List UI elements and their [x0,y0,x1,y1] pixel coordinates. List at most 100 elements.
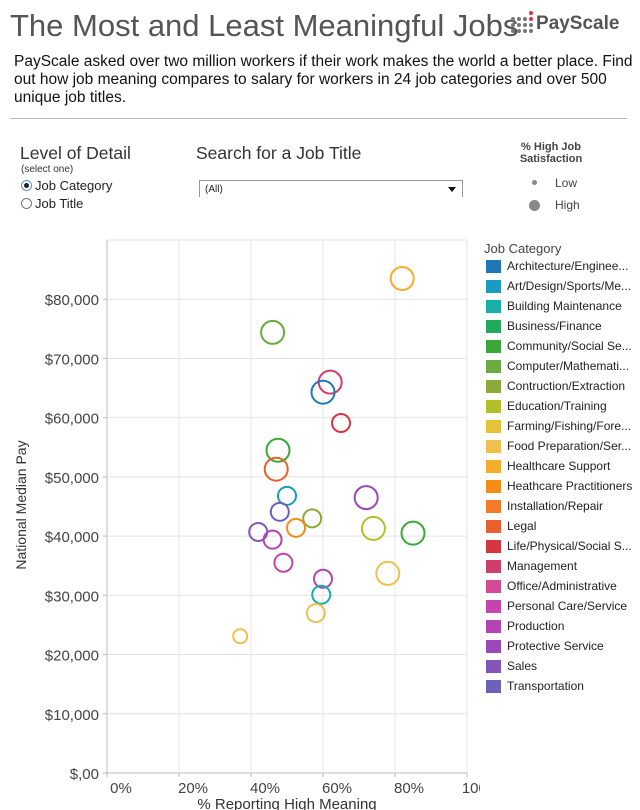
intro-text: PayScale asked over two million workers … [14,53,633,106]
legend-item[interactable]: Production [486,619,564,633]
data-point[interactable] [232,628,249,645]
legend-item[interactable]: Contruction/Extraction [486,379,625,393]
data-point[interactable] [353,485,379,511]
legend-item[interactable]: Building Maintenance [486,299,622,313]
legend-swatch [486,679,501,693]
data-point[interactable] [311,584,332,605]
size-legend-title: % High Job Satisfaction [519,141,583,165]
legend-label: Education/Training [507,399,607,413]
data-point[interactable] [263,456,289,482]
radio-selected-icon[interactable] [21,180,32,191]
legend-label: Protective Service [507,639,604,653]
legend-swatch [486,359,501,373]
legend-item[interactable]: Sales [486,659,537,673]
legend-label: Community/Social Se... [507,339,632,353]
x-tick-label: 60% [322,780,352,797]
legend-item[interactable]: Management [486,559,577,573]
select-value: (All) [205,184,223,195]
brand-name: PayScale [536,13,620,34]
radio-label: Job Category [35,178,113,193]
legend-item[interactable]: Legal [486,519,536,533]
legend-label: Management [507,559,578,573]
legend-item[interactable]: Computer/Mathemati... [486,359,629,373]
legend-swatch [486,579,501,593]
data-point[interactable] [313,568,333,589]
x-tick-label: 80% [394,780,424,797]
data-point[interactable] [262,529,283,550]
legend-swatch [486,619,501,633]
legend-item[interactable]: Protective Service [486,639,604,653]
legend-swatch [486,319,501,333]
y-axis-ticks: $,00 $10,000 $20,000 $30,000 $40,000 $50,000 $… [45,292,107,783]
legend-item[interactable]: Architecture/Enginee... [486,259,628,273]
legend-swatch [486,439,501,453]
divider [10,118,627,119]
legend-item[interactable]: Community/Social Se... [486,339,632,353]
legend-label: Business/Finance [507,319,602,333]
legend-label: Computer/Mathemati... [507,359,630,373]
legend-swatch [486,419,501,433]
data-point[interactable] [286,517,306,538]
legend-swatch [486,379,501,393]
legend-item[interactable]: Education/Training [486,399,607,413]
legend-label: Art/Design/Sports/Me... [507,279,632,293]
scatter-chart: $,00 $10,000 $20,000 $30,000 $40,000 $50,000 $… [13,239,480,810]
data-point[interactable] [269,501,290,522]
x-tick-label: 40% [250,780,280,797]
data-point[interactable] [375,560,401,586]
legend-item[interactable]: Life/Physical/Social S... [486,539,632,553]
radio-unselected-icon[interactable] [21,198,32,209]
radio-job-category[interactable]: Job Category [21,178,112,193]
data-point[interactable] [305,603,326,624]
legend-title: Job Category [484,241,562,256]
legend-item[interactable]: Business/Finance [486,319,602,333]
legend-swatch [486,499,501,513]
y-tick-label: $70,000 [45,351,99,368]
legend-label: Farming/Fishing/Fore... [507,419,632,433]
job-title-select[interactable]: (All) [199,180,463,197]
y-tick-label: $,00 [70,766,99,783]
legend-item[interactable]: Transportation [486,679,584,693]
y-tick-label: $10,000 [45,707,99,724]
legend-label: Sales [507,659,538,673]
legend-item[interactable]: Heathcare Practitioners [486,479,632,493]
legend-label: Contruction/Extraction [507,379,626,393]
data-point[interactable] [260,319,286,345]
y-tick-label: $60,000 [45,411,99,428]
legend-swatch [486,479,501,493]
data-point[interactable] [389,265,415,291]
page-title: The Most and Least Meaningful Jobs [10,8,519,43]
legend-swatch [486,519,501,533]
legend-item[interactable]: Healthcare Support [486,459,610,473]
size-low-marker [532,180,537,185]
legend-item[interactable]: Personal Care/Service [486,599,627,613]
data-point[interactable] [265,437,291,463]
data-point[interactable] [310,379,336,405]
legend-label: Office/Administrative [507,579,617,593]
data-point[interactable] [273,552,294,573]
legend-label: Personal Care/Service [507,599,628,613]
y-tick-label: $30,000 [45,588,99,605]
y-axis-label: National Median Pay [13,440,29,569]
legend-item[interactable]: Food Preparation/Ser... [486,439,631,453]
data-point[interactable] [360,515,386,541]
legend-label: Transportation [507,679,584,693]
data-point[interactable] [331,412,351,433]
legend-swatch [486,279,501,293]
x-axis-label: % Reporting High Meaning [197,796,376,810]
search-title: Search for a Job Title [196,143,362,163]
legend-label: Life/Physical/Social S... [507,539,632,553]
data-point[interactable] [400,520,426,546]
legend-swatch [486,599,501,613]
chevron-down-icon[interactable] [448,187,456,192]
legend-label: Heathcare Practitioners [507,479,633,493]
y-tick-label: $50,000 [45,470,99,487]
data-point[interactable] [302,508,323,529]
legend-item[interactable]: Office/Administrative [486,579,617,593]
legend-item[interactable]: Farming/Fishing/Fore... [486,419,631,433]
legend-swatch [486,559,501,573]
radio-job-title[interactable]: Job Title [21,196,83,211]
data-point[interactable] [277,485,297,506]
legend-item[interactable]: Art/Design/Sports/Me... [486,279,631,293]
legend-item[interactable]: Installation/Repair [486,499,603,513]
